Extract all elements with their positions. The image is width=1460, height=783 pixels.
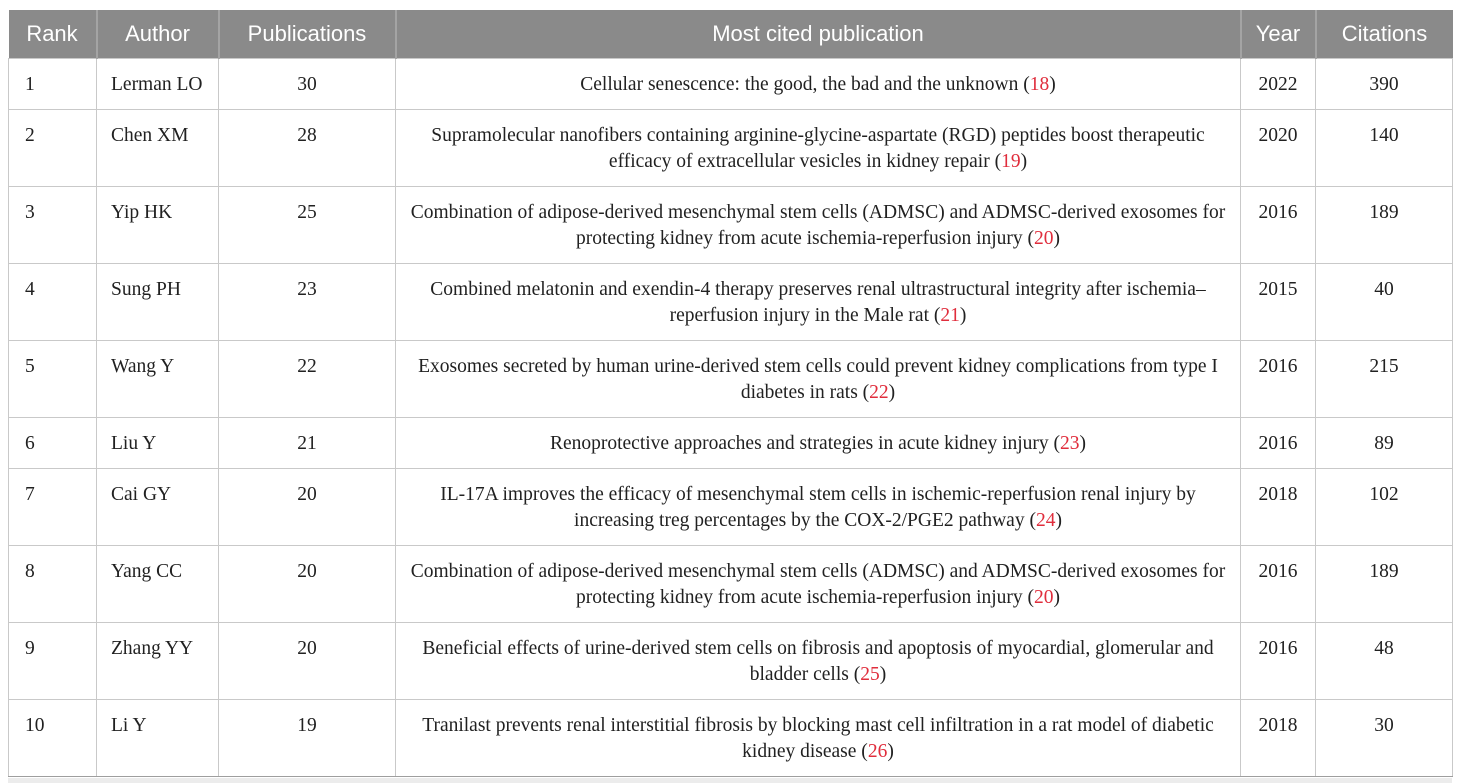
most-cited-publication-cell: Combination of adipose-derived mesenchym… bbox=[395, 186, 1241, 264]
citations-cell: 189 bbox=[1315, 545, 1453, 623]
reference-number: 24 bbox=[1035, 510, 1056, 531]
most-cited-publication-cell: IL-17A improves the efficacy of mesenchy… bbox=[395, 468, 1241, 546]
reference-number: 25 bbox=[860, 664, 880, 685]
citations-cell: 48 bbox=[1315, 622, 1453, 700]
rank-cell: 3 bbox=[8, 186, 97, 264]
table-row: 8 Yang CC 20 Combination of adipose-derived… bbox=[8, 545, 1453, 623]
citations-cell: 390 bbox=[1315, 58, 1453, 110]
citations-cell: 215 bbox=[1315, 340, 1453, 418]
reference-number: 20 bbox=[1034, 587, 1054, 608]
year-cell: 2016 bbox=[1240, 545, 1316, 623]
table-row: 1 Lerman LO 30 Cellular senescence: the goo… bbox=[8, 58, 1453, 110]
publications-count-cell: 21 bbox=[218, 417, 396, 469]
rank-cell: 9 bbox=[8, 622, 97, 700]
column-header-year: Year bbox=[1239, 10, 1316, 59]
publications-count-cell: 19 bbox=[218, 699, 396, 777]
table-body: 1 Lerman LO 30 Cellular senescence: the goo… bbox=[8, 58, 1453, 777]
publications-count-cell: 20 bbox=[218, 622, 396, 700]
citations-cell: 40 bbox=[1315, 263, 1453, 341]
author-cell: Yip HK bbox=[96, 186, 219, 264]
reference-number: 20 bbox=[1034, 228, 1054, 249]
author-cell: Cai GY bbox=[96, 468, 219, 546]
most-cited-publication-cell: Tranilast prevents renal interstitial fi… bbox=[395, 699, 1241, 777]
author-cell: Wang Y bbox=[96, 340, 219, 418]
publications-count-cell: 23 bbox=[218, 263, 396, 341]
table-row: 3 Yip HK 25 Combination of adipose-derived … bbox=[8, 186, 1453, 264]
rank-cell: 5 bbox=[8, 340, 97, 418]
table-row: 5 Wang Y 22 Exosomes secreted by human urin… bbox=[8, 340, 1453, 418]
citations-cell: 102 bbox=[1315, 468, 1453, 546]
most-cited-publication-cell: Cellular senescence: the good, the bad a… bbox=[395, 58, 1241, 110]
author-cell: Lerman LO bbox=[96, 58, 219, 110]
reference-number: 18 bbox=[1029, 74, 1050, 95]
rank-cell: 8 bbox=[8, 545, 97, 623]
column-header-rank: Rank bbox=[8, 10, 97, 59]
rank-cell: 10 bbox=[8, 699, 97, 777]
author-cell: Sung PH bbox=[96, 263, 219, 341]
publications-count-cell: 30 bbox=[218, 58, 396, 110]
year-cell: 2016 bbox=[1240, 417, 1316, 469]
year-cell: 2015 bbox=[1240, 263, 1316, 341]
rank-cell: 7 bbox=[8, 468, 97, 546]
table-bottom-strip bbox=[8, 778, 1452, 783]
reference-number: 22 bbox=[869, 382, 889, 403]
most-cited-publication-cell: Renoprotective approaches and strategies… bbox=[395, 417, 1241, 469]
column-header-citations: Citations bbox=[1314, 10, 1453, 59]
header-row: Rank Author Publications Most cited publica… bbox=[8, 10, 1453, 59]
table-row: 2 Chen XM 28 Supramolecular nanofibers cont… bbox=[8, 109, 1453, 187]
publications-count-cell: 20 bbox=[218, 468, 396, 546]
column-header-author: Author bbox=[95, 10, 219, 59]
reference-number: 23 bbox=[1060, 433, 1080, 454]
author-cell: Li Y bbox=[96, 699, 219, 777]
author-cell: Liu Y bbox=[96, 417, 219, 469]
rank-cell: 2 bbox=[8, 109, 97, 187]
publications-count-cell: 22 bbox=[218, 340, 396, 418]
citations-cell: 140 bbox=[1315, 109, 1453, 187]
most-cited-publication-cell: Supramolecular nanofibers containing arg… bbox=[395, 109, 1241, 187]
author-ranking-table-container: Rank Author Publications Most cited publica… bbox=[8, 10, 1453, 777]
author-ranking-table: Rank Author Publications Most cited publica… bbox=[8, 10, 1453, 777]
author-cell: Yang CC bbox=[96, 545, 219, 623]
author-cell: Zhang YY bbox=[96, 622, 219, 700]
publications-count-cell: 28 bbox=[218, 109, 396, 187]
year-cell: 2020 bbox=[1240, 109, 1316, 187]
year-cell: 2018 bbox=[1240, 468, 1316, 546]
year-cell: 2016 bbox=[1240, 186, 1316, 264]
rank-cell: 4 bbox=[8, 263, 97, 341]
most-cited-publication-cell: Beneficial effects of urine-derived stem… bbox=[395, 622, 1241, 700]
citations-cell: 189 bbox=[1315, 186, 1453, 264]
year-cell: 2022 bbox=[1240, 58, 1316, 110]
column-header-publications: Publications bbox=[217, 10, 396, 59]
table-row: 9 Zhang YY 20 Beneficial effects of urine-d… bbox=[8, 622, 1453, 700]
author-cell: Chen XM bbox=[96, 109, 219, 187]
most-cited-publication-cell: Combination of adipose-derived mesenchym… bbox=[395, 545, 1241, 623]
table-row: 7 Cai GY 20 IL-17A improves the efficacy of… bbox=[8, 468, 1453, 546]
table-row: 10 Li Y 19 Tranilast prevents renal interst… bbox=[8, 699, 1453, 777]
table-header: Rank Author Publications Most cited publica… bbox=[8, 10, 1453, 59]
most-cited-publication-cell: Combined melatonin and exendin-4 therapy… bbox=[395, 263, 1241, 341]
year-cell: 2018 bbox=[1240, 699, 1316, 777]
table-row: 6 Liu Y 21 Renoprotective approaches and st… bbox=[8, 417, 1453, 469]
column-header-title: Most cited publication bbox=[394, 10, 1241, 59]
reference-number: 21 bbox=[940, 305, 960, 326]
publications-count-cell: 20 bbox=[218, 545, 396, 623]
most-cited-publication-cell: Exosomes secreted by human urine-derived… bbox=[395, 340, 1241, 418]
table-row: 4 Sung PH 23 Combined melatonin and exendin… bbox=[8, 263, 1453, 341]
year-cell: 2016 bbox=[1240, 340, 1316, 418]
year-cell: 2016 bbox=[1240, 622, 1316, 700]
citations-cell: 89 bbox=[1315, 417, 1453, 469]
reference-number: 26 bbox=[867, 741, 888, 762]
rank-cell: 6 bbox=[8, 417, 97, 469]
publications-count-cell: 25 bbox=[218, 186, 396, 264]
reference-number: 19 bbox=[1001, 151, 1021, 172]
citations-cell: 30 bbox=[1315, 699, 1453, 777]
rank-cell: 1 bbox=[8, 58, 97, 110]
